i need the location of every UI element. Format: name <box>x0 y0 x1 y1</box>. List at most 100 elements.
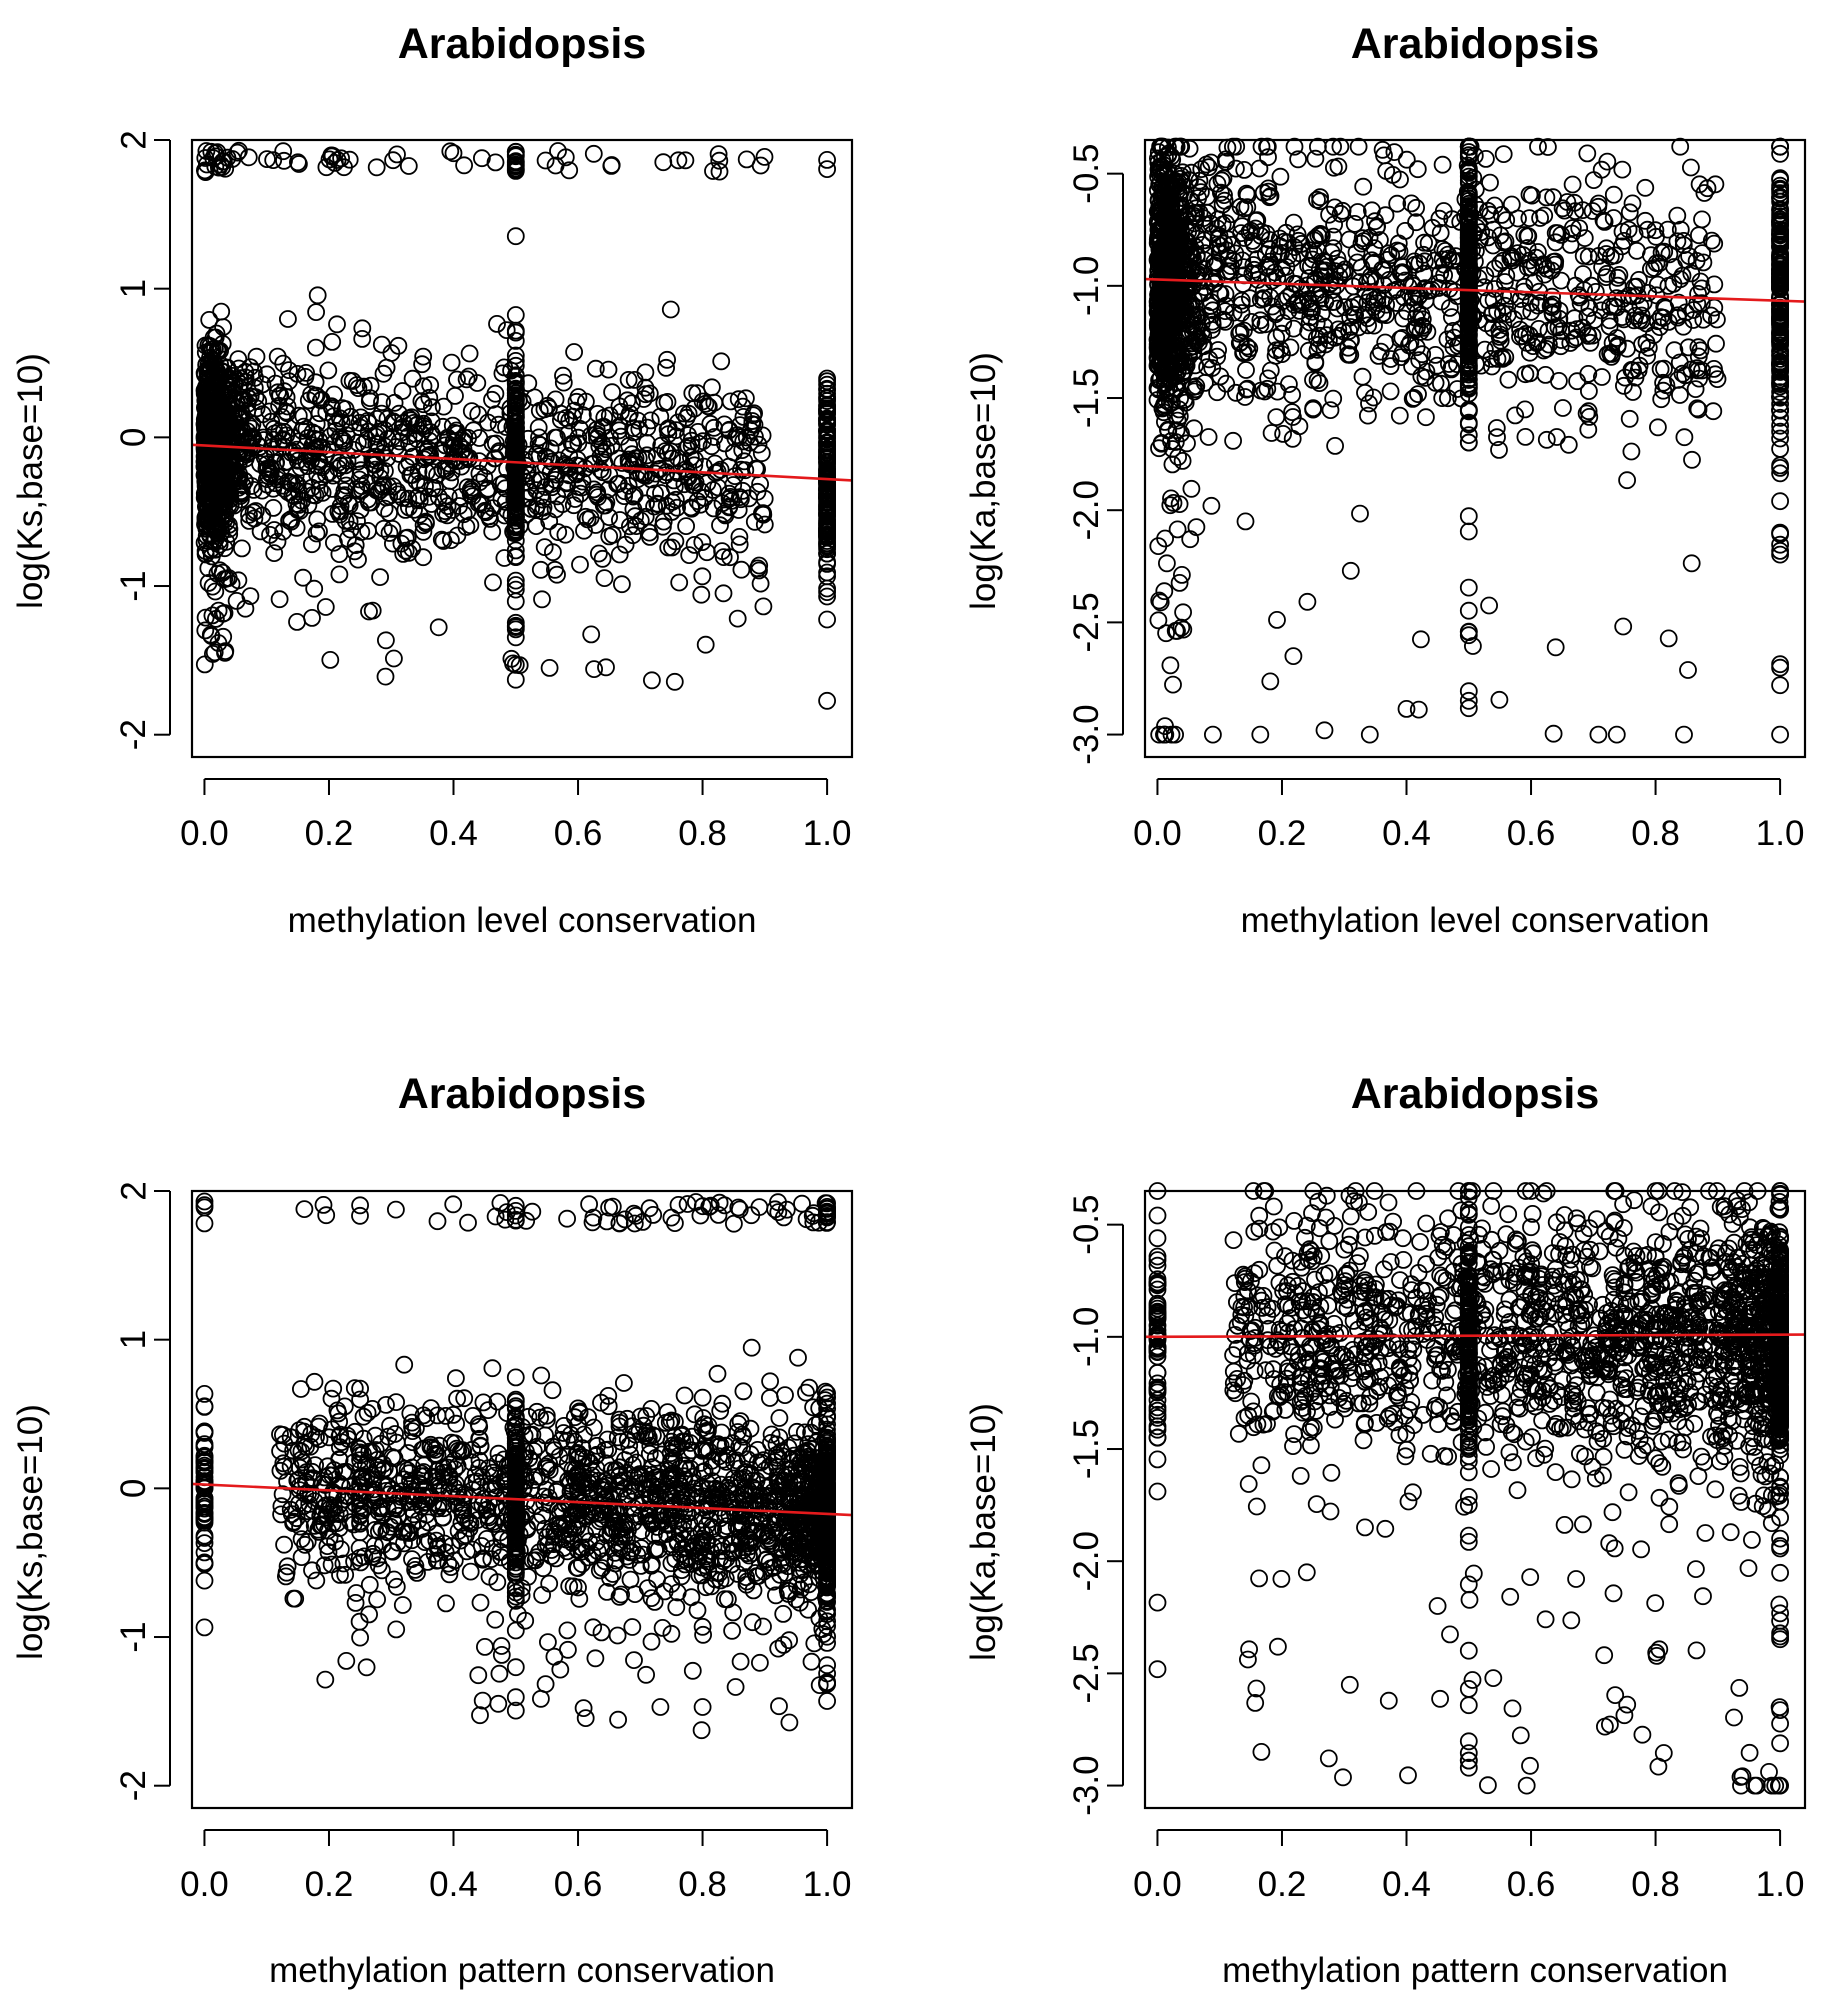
data-point <box>1682 554 1701 573</box>
x-tick-label: 0.4 <box>1382 814 1431 853</box>
data-point <box>696 635 715 654</box>
data-point <box>611 511 629 529</box>
data-point <box>434 397 453 416</box>
data-point <box>1268 611 1286 629</box>
data-point <box>506 580 525 599</box>
data-point <box>593 549 612 568</box>
data-point <box>1261 672 1280 691</box>
data-point <box>253 481 272 500</box>
data-point <box>1208 383 1226 402</box>
data-point <box>610 545 629 564</box>
data-point <box>1324 389 1343 408</box>
data-point <box>586 1649 605 1668</box>
data-point <box>1675 428 1694 447</box>
data-point <box>1622 442 1641 461</box>
data-point <box>384 151 403 170</box>
data-point <box>1563 175 1582 194</box>
data-point <box>1174 603 1192 622</box>
data-point <box>353 329 372 348</box>
x-tick-label: 0.8 <box>1631 814 1680 853</box>
chart-title: Arabidopsis <box>398 20 647 68</box>
data-point <box>268 383 287 402</box>
data-point <box>448 370 466 389</box>
data-point <box>711 460 730 479</box>
data-point <box>1161 656 1180 675</box>
data-point <box>658 443 677 462</box>
data-point <box>421 423 440 442</box>
data-point <box>597 658 615 677</box>
data-point <box>1771 492 1789 511</box>
x-tick-label: 1.0 <box>803 814 852 853</box>
x-tick-label: 0.2 <box>1258 814 1307 853</box>
data-point <box>600 508 618 526</box>
data-point <box>303 609 321 627</box>
data-point <box>1353 367 1372 386</box>
data-point <box>1771 523 1789 542</box>
x-tick-label: 0.4 <box>429 1865 478 1904</box>
data-point <box>692 1721 711 1740</box>
data-point <box>319 361 338 380</box>
data-point <box>457 370 476 389</box>
data-point <box>1271 167 1290 186</box>
data-point <box>1359 406 1377 425</box>
data-point <box>288 613 306 631</box>
data-point <box>1304 399 1323 418</box>
data-point <box>578 510 597 529</box>
y-tick-label: 2 <box>114 130 153 149</box>
data-point <box>200 310 219 329</box>
data-point <box>676 151 695 170</box>
data-point <box>530 428 548 447</box>
data-point <box>657 358 675 377</box>
data-point <box>306 373 325 392</box>
data-point <box>721 548 739 567</box>
data-point <box>1304 400 1322 419</box>
data-point <box>1459 601 1478 620</box>
data-point <box>460 344 479 363</box>
data-point <box>320 150 339 169</box>
data-point <box>612 427 630 446</box>
data-point <box>506 592 525 611</box>
data-point <box>380 524 399 542</box>
y-tick-label: -2.5 <box>1067 592 1106 652</box>
data-point <box>1659 629 1678 648</box>
data-point <box>279 361 298 380</box>
data-point <box>693 1388 712 1407</box>
data-point <box>703 378 721 397</box>
data-point <box>1636 211 1655 230</box>
data-point <box>442 353 461 372</box>
data-point <box>1417 408 1435 427</box>
data-point <box>289 406 308 425</box>
data-point <box>1682 158 1700 177</box>
data-point <box>270 590 289 609</box>
data-point <box>399 157 418 175</box>
data-point <box>1237 361 1255 379</box>
data-point <box>637 466 656 485</box>
data-point <box>422 398 441 417</box>
y-tick-label: -1.5 <box>1067 368 1106 428</box>
data-point <box>506 331 525 350</box>
data-point <box>414 347 433 366</box>
y-tick-label: -1.0 <box>1067 256 1106 316</box>
data-point <box>353 481 371 500</box>
data-point <box>1683 450 1701 469</box>
data-point <box>1707 334 1725 353</box>
data-point <box>1321 401 1340 420</box>
data-point <box>203 645 222 663</box>
data-point <box>1155 582 1174 601</box>
data-point <box>317 1206 336 1225</box>
data-point <box>268 532 287 551</box>
data-point <box>1675 725 1693 744</box>
data-point <box>726 467 744 486</box>
data-point <box>663 538 681 557</box>
data-point <box>818 610 836 629</box>
data-point <box>506 571 525 590</box>
data-point <box>1158 554 1176 573</box>
data-point <box>1607 725 1626 744</box>
data-point <box>1345 214 1364 233</box>
data-point <box>433 460 452 479</box>
data-point <box>732 560 751 579</box>
x-axis-label: methylation pattern conservation <box>269 1951 775 1990</box>
data-point <box>323 332 342 351</box>
data-point <box>414 522 433 541</box>
data-point <box>533 1586 551 1604</box>
